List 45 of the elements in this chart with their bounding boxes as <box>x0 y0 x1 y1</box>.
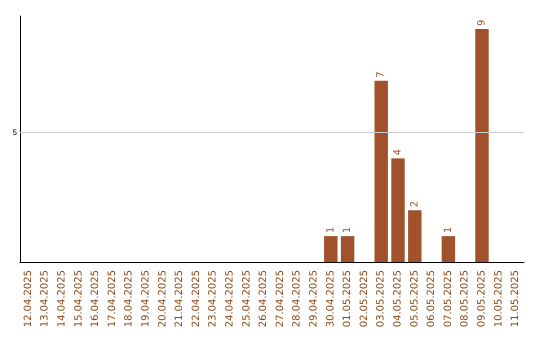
x-tick-label: 14.04.2025 <box>56 270 68 328</box>
x-tick-label: 16.04.2025 <box>90 270 102 328</box>
x-tick-label: 06.05.2025 <box>426 270 438 328</box>
x-tick-label: 28.04.2025 <box>292 270 303 328</box>
bar <box>475 28 489 262</box>
x-tick-label: 29.04.2025 <box>308 270 320 328</box>
data-label: 9 <box>476 20 488 26</box>
bar <box>374 80 388 262</box>
x-tick-label: 21.04.2025 <box>174 270 186 328</box>
data-label: 1 <box>342 226 354 234</box>
data-label: 2 <box>409 200 420 208</box>
x-tick-label: 03.05.2025 <box>376 270 387 328</box>
bar <box>391 158 405 262</box>
ref-line-label: 5 <box>12 128 18 138</box>
x-tick-label: 07.05.2025 <box>442 270 454 328</box>
x-tick-label: 27.04.2025 <box>274 270 286 328</box>
x-tick-label: 22.04.2025 <box>190 270 202 328</box>
bar <box>340 236 354 262</box>
x-tick-label: 19.04.2025 <box>140 270 152 328</box>
x-tick-label: 18.04.2025 <box>124 270 135 328</box>
x-tick-label: 11.05.2025 <box>510 270 522 328</box>
bar <box>324 236 338 262</box>
x-tick-label: 26.04.2025 <box>258 270 270 328</box>
data-label: 1 <box>442 226 454 234</box>
x-tick-label: 05.05.2025 <box>409 270 420 328</box>
data-label: 7 <box>376 71 387 78</box>
x-tick-label: 01.05.2025 <box>342 270 354 328</box>
data-label: 1 <box>325 226 336 234</box>
x-tick-label: 15.04.2025 <box>73 270 84 328</box>
x-tick-label: 24.04.2025 <box>224 270 236 328</box>
x-tick-label: 10.05.2025 <box>493 270 504 328</box>
data-label: 4 <box>392 149 404 156</box>
bar <box>408 210 422 262</box>
x-tick-label: 12.04.2025 <box>22 270 34 328</box>
bar <box>442 236 456 262</box>
x-tick-label: 08.05.2025 <box>460 270 471 328</box>
x-tick-label: 02.05.2025 <box>358 270 370 328</box>
x-tick-label: 13.04.2025 <box>40 270 51 328</box>
x-tick-label: 23.04.2025 <box>208 270 219 328</box>
x-tick-label: 20.04.2025 <box>157 270 168 328</box>
x-tick-label: 09.05.2025 <box>476 270 488 328</box>
x-tick-label: 17.04.2025 <box>106 270 118 328</box>
x-tick-label: 04.05.2025 <box>392 270 404 328</box>
x-tick-label: 25.04.2025 <box>241 270 252 328</box>
x-tick-label: 30.04.2025 <box>325 270 336 328</box>
